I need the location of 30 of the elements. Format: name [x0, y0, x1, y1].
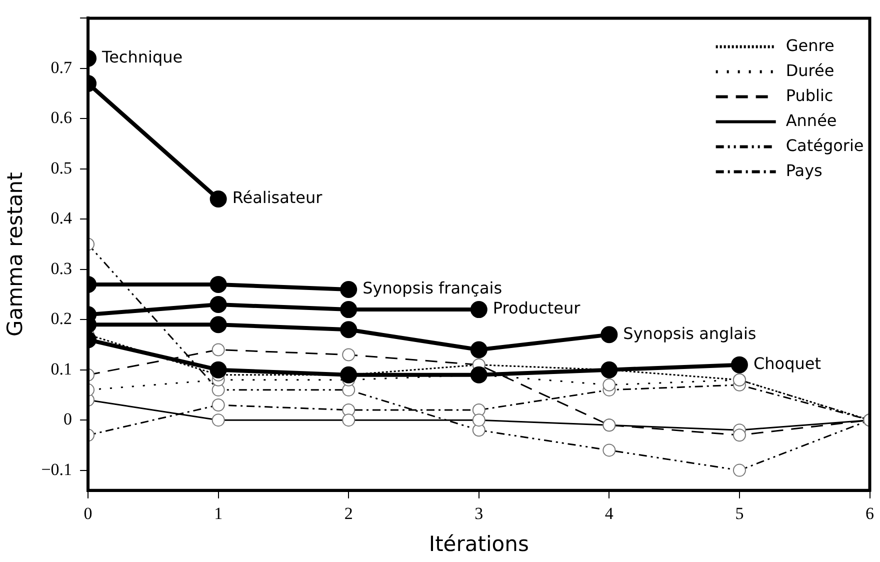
y-tick-label: 0.2	[50, 309, 72, 328]
x-tick-label: 2	[344, 504, 353, 524]
annotation: Choquet	[753, 354, 821, 373]
x-tick-label: 5	[735, 504, 744, 524]
x-tick-label: 6	[866, 504, 874, 524]
x-tick-label: 1	[214, 504, 223, 524]
annotation: Réalisateur	[232, 188, 323, 208]
annotation: Synopsis français	[362, 278, 502, 298]
y-tick-label: 0.4	[50, 208, 73, 228]
annotation: Technique	[101, 48, 183, 67]
legend-label: Année	[786, 110, 837, 130]
legend-label: Pays	[786, 160, 822, 180]
y-tick-label: −0.1	[41, 460, 72, 479]
annotation: Synopsis anglais	[623, 324, 756, 343]
x-tick-label: 0	[84, 504, 92, 524]
y-axis-title: Gamma restant	[3, 172, 28, 336]
y-tick-label: 0.3	[50, 258, 72, 278]
x-tick-label: 3	[474, 504, 484, 524]
x-axis-title: Itérations	[428, 532, 529, 556]
annotation: Producteur	[492, 298, 581, 318]
legend-label: Genre	[786, 36, 834, 55]
x-tick-label: 4	[604, 504, 614, 524]
y-tick-label: 0	[64, 410, 72, 429]
y-tick-label: 0.6	[50, 108, 72, 128]
legend-label: Durée	[786, 60, 834, 80]
y-tick-label: 0.1	[50, 359, 72, 378]
legend-label: Catégorie	[786, 136, 864, 155]
y-tick-label: 0.7	[50, 58, 73, 77]
y-tick-label: 0.5	[50, 158, 72, 178]
legend-label: Public	[786, 86, 834, 105]
